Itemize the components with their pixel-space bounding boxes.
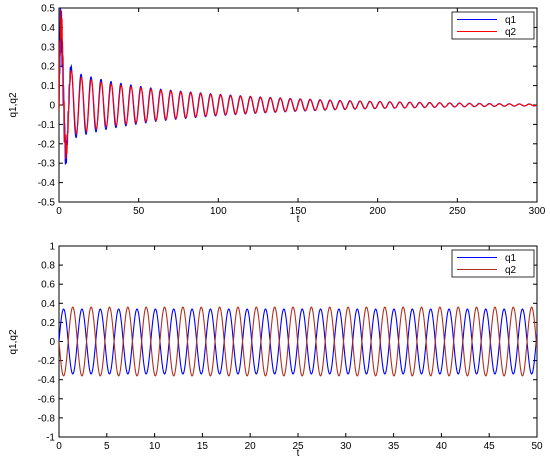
series-layer-top bbox=[59, 8, 537, 165]
x-tick-label: 5 bbox=[104, 441, 110, 452]
y-tick-label: -0.4 bbox=[38, 375, 56, 386]
chart-top: 0 50 100 150 200 250 300 -0.5 -0.4 -0.3 -0.2 -0.1 0 0… bbox=[8, 4, 546, 226]
y-tick-label: 0.4 bbox=[41, 23, 55, 34]
legend-label-q1-top: q1 bbox=[505, 15, 517, 26]
y-tick-label: -0.3 bbox=[38, 159, 56, 170]
tick-marks-top bbox=[58, 7, 538, 203]
series-layer-bottom bbox=[59, 306, 537, 377]
y-tick-label: 0.2 bbox=[41, 62, 55, 73]
y-tick-label: -0.6 bbox=[38, 394, 56, 405]
y-tick-label: -1 bbox=[46, 433, 55, 444]
y-tick-label: 0.1 bbox=[41, 81, 55, 92]
x-tick-label: 30 bbox=[340, 441, 352, 452]
y-tick-label: -0.4 bbox=[38, 178, 56, 189]
y-tick-label: 0.3 bbox=[41, 42, 55, 53]
y-tick-label: -0.2 bbox=[38, 139, 56, 150]
chart-bottom: 0 5 10 15 20 25 30 35 40 45 50 -1 -0.8 -0.6 -0.4 -0.2 0 0… bbox=[8, 242, 543, 460]
y-axis-label-bottom: q1,q2 bbox=[8, 329, 19, 354]
tick-labels-bottom: 0 5 10 15 20 25 30 35 40 45 50 -1 -0.8 -0.6 -0.4 -0.2 0 0… bbox=[38, 242, 543, 453]
x-tick-label: 300 bbox=[529, 206, 546, 217]
y-tick-label: 1 bbox=[49, 242, 55, 253]
x-tick-label: 20 bbox=[245, 441, 257, 452]
legend-label-q2-top: q2 bbox=[505, 27, 517, 38]
x-tick-label: 0 bbox=[56, 206, 62, 217]
y-tick-label: 0.2 bbox=[41, 318, 55, 329]
x-tick-label: 10 bbox=[149, 441, 161, 452]
y-tick-label: -0.5 bbox=[38, 198, 56, 209]
x-axis-label-bottom: t bbox=[297, 448, 300, 459]
y-tick-label: 0.8 bbox=[41, 261, 55, 272]
y-tick-label: -0.8 bbox=[38, 413, 56, 424]
series-line-q1 bbox=[59, 308, 537, 375]
legend-label-q2-bottom: q2 bbox=[505, 265, 517, 276]
y-tick-label: -0.2 bbox=[38, 356, 56, 367]
x-axis-label-top: t bbox=[297, 214, 300, 225]
legend-bottom: q1 q2 bbox=[451, 249, 535, 278]
series-line-q2 bbox=[59, 9, 537, 159]
y-tick-label: 0.6 bbox=[41, 280, 55, 291]
x-tick-label: 0 bbox=[56, 441, 62, 452]
x-tick-label: 45 bbox=[484, 441, 496, 452]
x-tick-label: 15 bbox=[197, 441, 209, 452]
legend-label-q1-bottom: q1 bbox=[505, 253, 517, 264]
x-tick-label: 50 bbox=[133, 206, 145, 217]
legend-box-top bbox=[451, 11, 535, 40]
x-tick-label: 25 bbox=[292, 441, 304, 452]
y-tick-label: 0.5 bbox=[41, 4, 55, 15]
x-tick-label: 35 bbox=[388, 441, 400, 452]
x-tick-label: 250 bbox=[449, 206, 466, 217]
y-tick-label: -0.1 bbox=[38, 120, 56, 131]
x-tick-label: 100 bbox=[210, 206, 227, 217]
x-tick-label: 150 bbox=[290, 206, 307, 217]
x-tick-label: 40 bbox=[436, 441, 448, 452]
x-tick-label: 50 bbox=[531, 441, 543, 452]
tick-labels-top: 0 50 100 150 200 250 300 -0.5 -0.4 -0.3 -0.2 -0.1 0 0… bbox=[38, 4, 546, 218]
x-tick-label: 200 bbox=[369, 206, 386, 217]
legend-top: q1 q2 bbox=[451, 11, 535, 40]
legend-box-bottom bbox=[451, 249, 535, 278]
y-axis-label-top: q1,q2 bbox=[8, 92, 19, 117]
y-tick-label: 0 bbox=[49, 337, 55, 348]
series-line-q2 bbox=[59, 306, 537, 377]
y-tick-label: 0 bbox=[49, 101, 55, 112]
y-tick-label: 0.4 bbox=[41, 299, 55, 310]
tick-marks-bottom bbox=[58, 245, 538, 438]
